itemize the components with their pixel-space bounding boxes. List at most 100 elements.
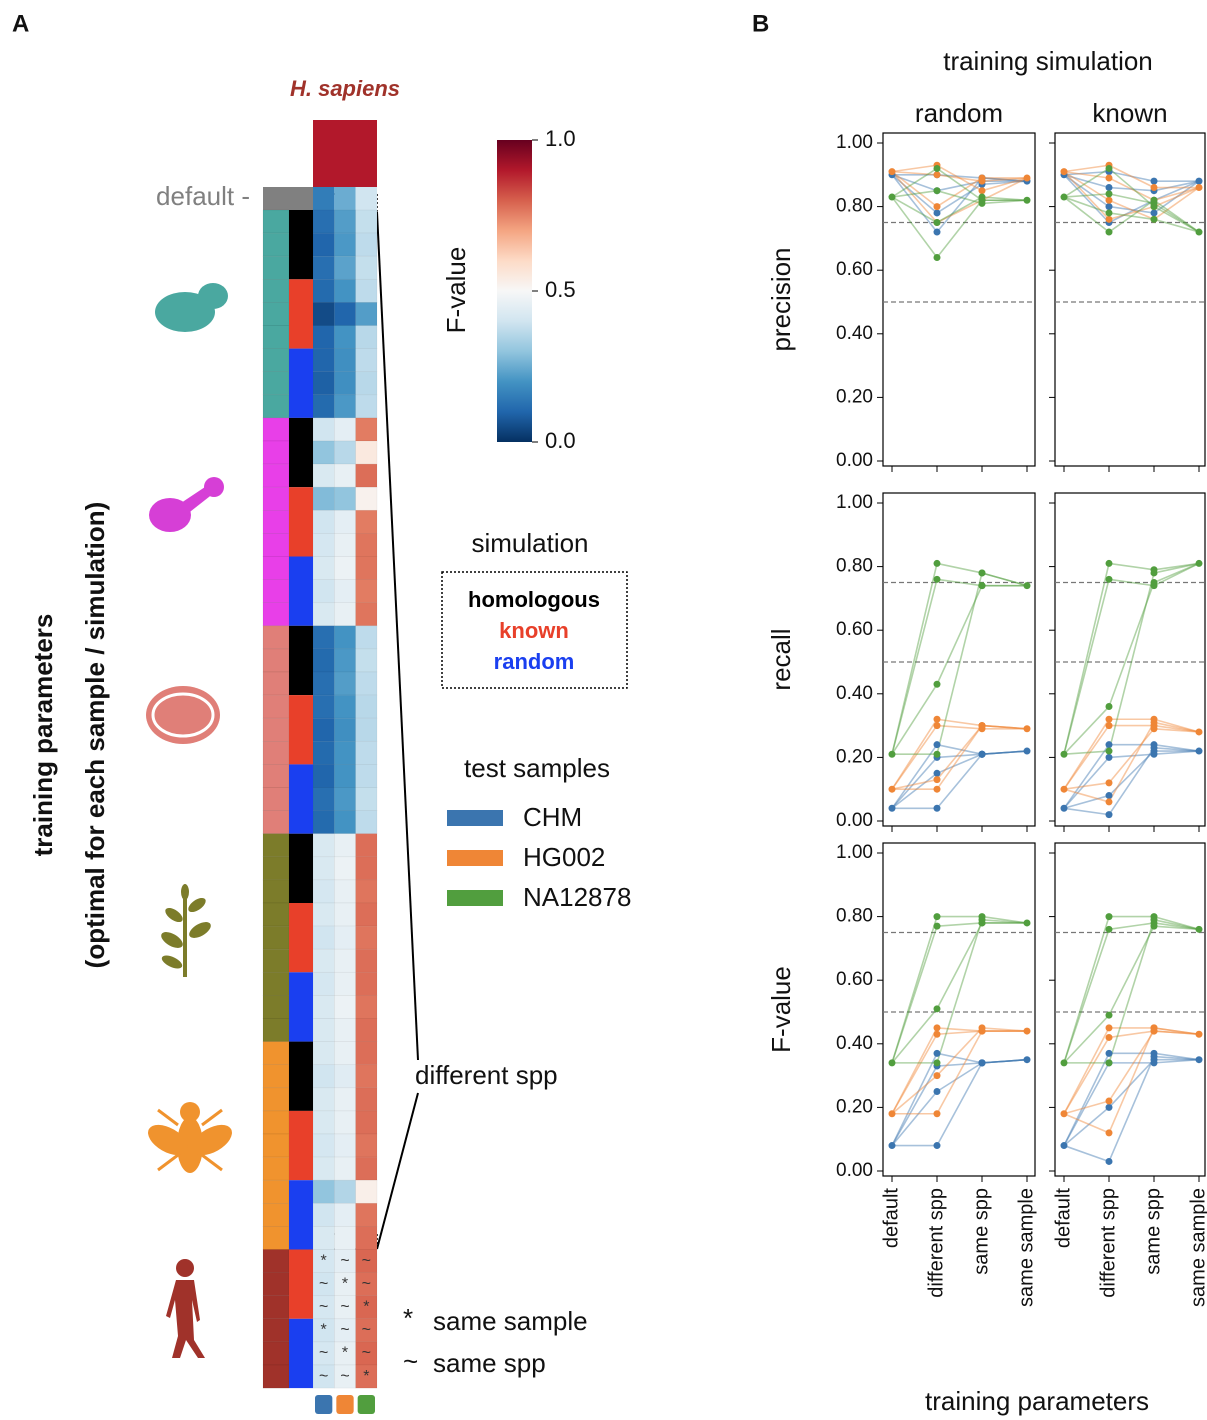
species-cell — [263, 672, 289, 695]
heatmap-cell — [334, 279, 355, 302]
data-point — [934, 1088, 941, 1095]
heatmap-cell — [334, 880, 355, 903]
cell-annotation: ~ — [319, 1275, 328, 1292]
heatmap-cell — [334, 233, 355, 256]
connector-line — [937, 563, 982, 573]
x-tick-label: default — [1052, 1188, 1074, 1248]
simulation-cell — [289, 349, 313, 418]
cell-annotation: * — [321, 1252, 327, 1269]
cell-annotation: * — [321, 1322, 327, 1339]
y-tick-label: 1.00 — [836, 492, 873, 513]
chart-title: training simulation — [943, 46, 1153, 76]
data-point — [1061, 168, 1068, 175]
y-axis-label: recall — [766, 628, 796, 690]
header-label: H. sapiens — [290, 76, 400, 101]
heatmap-cell — [334, 1226, 355, 1249]
species-cell — [263, 349, 289, 372]
heatmap-cell — [313, 210, 334, 233]
axes-frame — [1055, 133, 1205, 466]
species-cell — [263, 1342, 289, 1365]
legend-entry: CHM — [523, 802, 582, 832]
heatmap-cell — [334, 857, 355, 880]
data-point — [1106, 1129, 1113, 1136]
heatmap-cell — [334, 995, 355, 1018]
x-tick-label: same sample — [1187, 1188, 1207, 1307]
x-tick-label: same spp — [1142, 1188, 1164, 1275]
species-cell — [263, 441, 289, 464]
data-point — [934, 165, 941, 172]
simulation-cell — [289, 1319, 313, 1388]
connector-line — [937, 1053, 982, 1063]
heatmap-cell — [313, 395, 334, 418]
simulation-cell — [289, 1042, 313, 1111]
connector-line — [1064, 165, 1109, 171]
colorbar-tick-label: 1.0 — [545, 126, 576, 151]
species-cell — [263, 995, 289, 1018]
species-cell — [263, 1319, 289, 1342]
heatmap-cell — [313, 418, 334, 441]
colorbar-tick-label: 0.0 — [545, 428, 576, 453]
heatmap-cell — [356, 811, 377, 834]
human-icon — [166, 1259, 205, 1358]
data-point — [1151, 569, 1158, 576]
species-cell — [263, 764, 289, 787]
data-point — [1196, 1056, 1203, 1063]
heatmap-cell — [313, 603, 334, 626]
data-point — [1106, 926, 1113, 933]
data-point — [979, 722, 986, 729]
data-point — [1196, 560, 1203, 567]
y-tick-label: 0.40 — [836, 1033, 873, 1054]
heatmap-cell — [356, 1180, 377, 1203]
heatmap-cell — [356, 1203, 377, 1226]
data-point — [889, 1059, 896, 1066]
heatmap-cell — [356, 603, 377, 626]
data-point — [979, 187, 986, 194]
heatmap-cell — [356, 1088, 377, 1111]
data-point — [979, 569, 986, 576]
data-point — [934, 786, 941, 793]
axes-frame — [883, 493, 1035, 826]
species-cell — [263, 1157, 289, 1180]
legend-entry: homologous — [468, 587, 600, 612]
data-point — [1024, 748, 1031, 755]
species-cell — [263, 1019, 289, 1042]
species-cell — [263, 1226, 289, 1249]
heatmap-cell — [356, 649, 377, 672]
data-point — [934, 776, 941, 783]
species-cell — [263, 1065, 289, 1088]
data-point — [1106, 576, 1113, 583]
data-point — [889, 805, 896, 812]
heatmap-cell — [356, 626, 377, 649]
simulation-cell — [289, 695, 313, 764]
heatmap-cell — [313, 649, 334, 672]
data-point — [979, 174, 986, 181]
data-point — [1106, 165, 1113, 172]
species-cell — [263, 302, 289, 325]
data-point — [934, 1142, 941, 1149]
species-cell — [263, 279, 289, 302]
heatmap-cell — [356, 533, 377, 556]
data-point — [979, 916, 986, 923]
heatmap-cell — [356, 764, 377, 787]
y-axis-label: precision — [766, 247, 796, 351]
heatmap-cell — [313, 1088, 334, 1111]
axes-frame — [1055, 493, 1205, 826]
heatmap-cell — [334, 256, 355, 279]
heatmap-cell — [334, 1019, 355, 1042]
connector-line — [937, 1063, 982, 1092]
heatmap-cell — [313, 764, 334, 787]
connector-line — [1064, 1107, 1109, 1145]
connector-line — [1064, 929, 1109, 1063]
simulation-cell — [289, 764, 313, 833]
heatmap-cell — [334, 834, 355, 857]
cell-annotation: ~ — [362, 1345, 371, 1362]
heatmap-cell — [334, 372, 355, 395]
data-point — [934, 1024, 941, 1031]
key-symbol: ~ — [403, 1346, 418, 1376]
heatmap-cell — [334, 603, 355, 626]
heatmap-cell — [313, 1134, 334, 1157]
connector-line — [892, 780, 937, 790]
legend-entry: NA12878 — [523, 882, 631, 912]
heatmap-cell — [313, 972, 334, 995]
species-cell — [263, 533, 289, 556]
